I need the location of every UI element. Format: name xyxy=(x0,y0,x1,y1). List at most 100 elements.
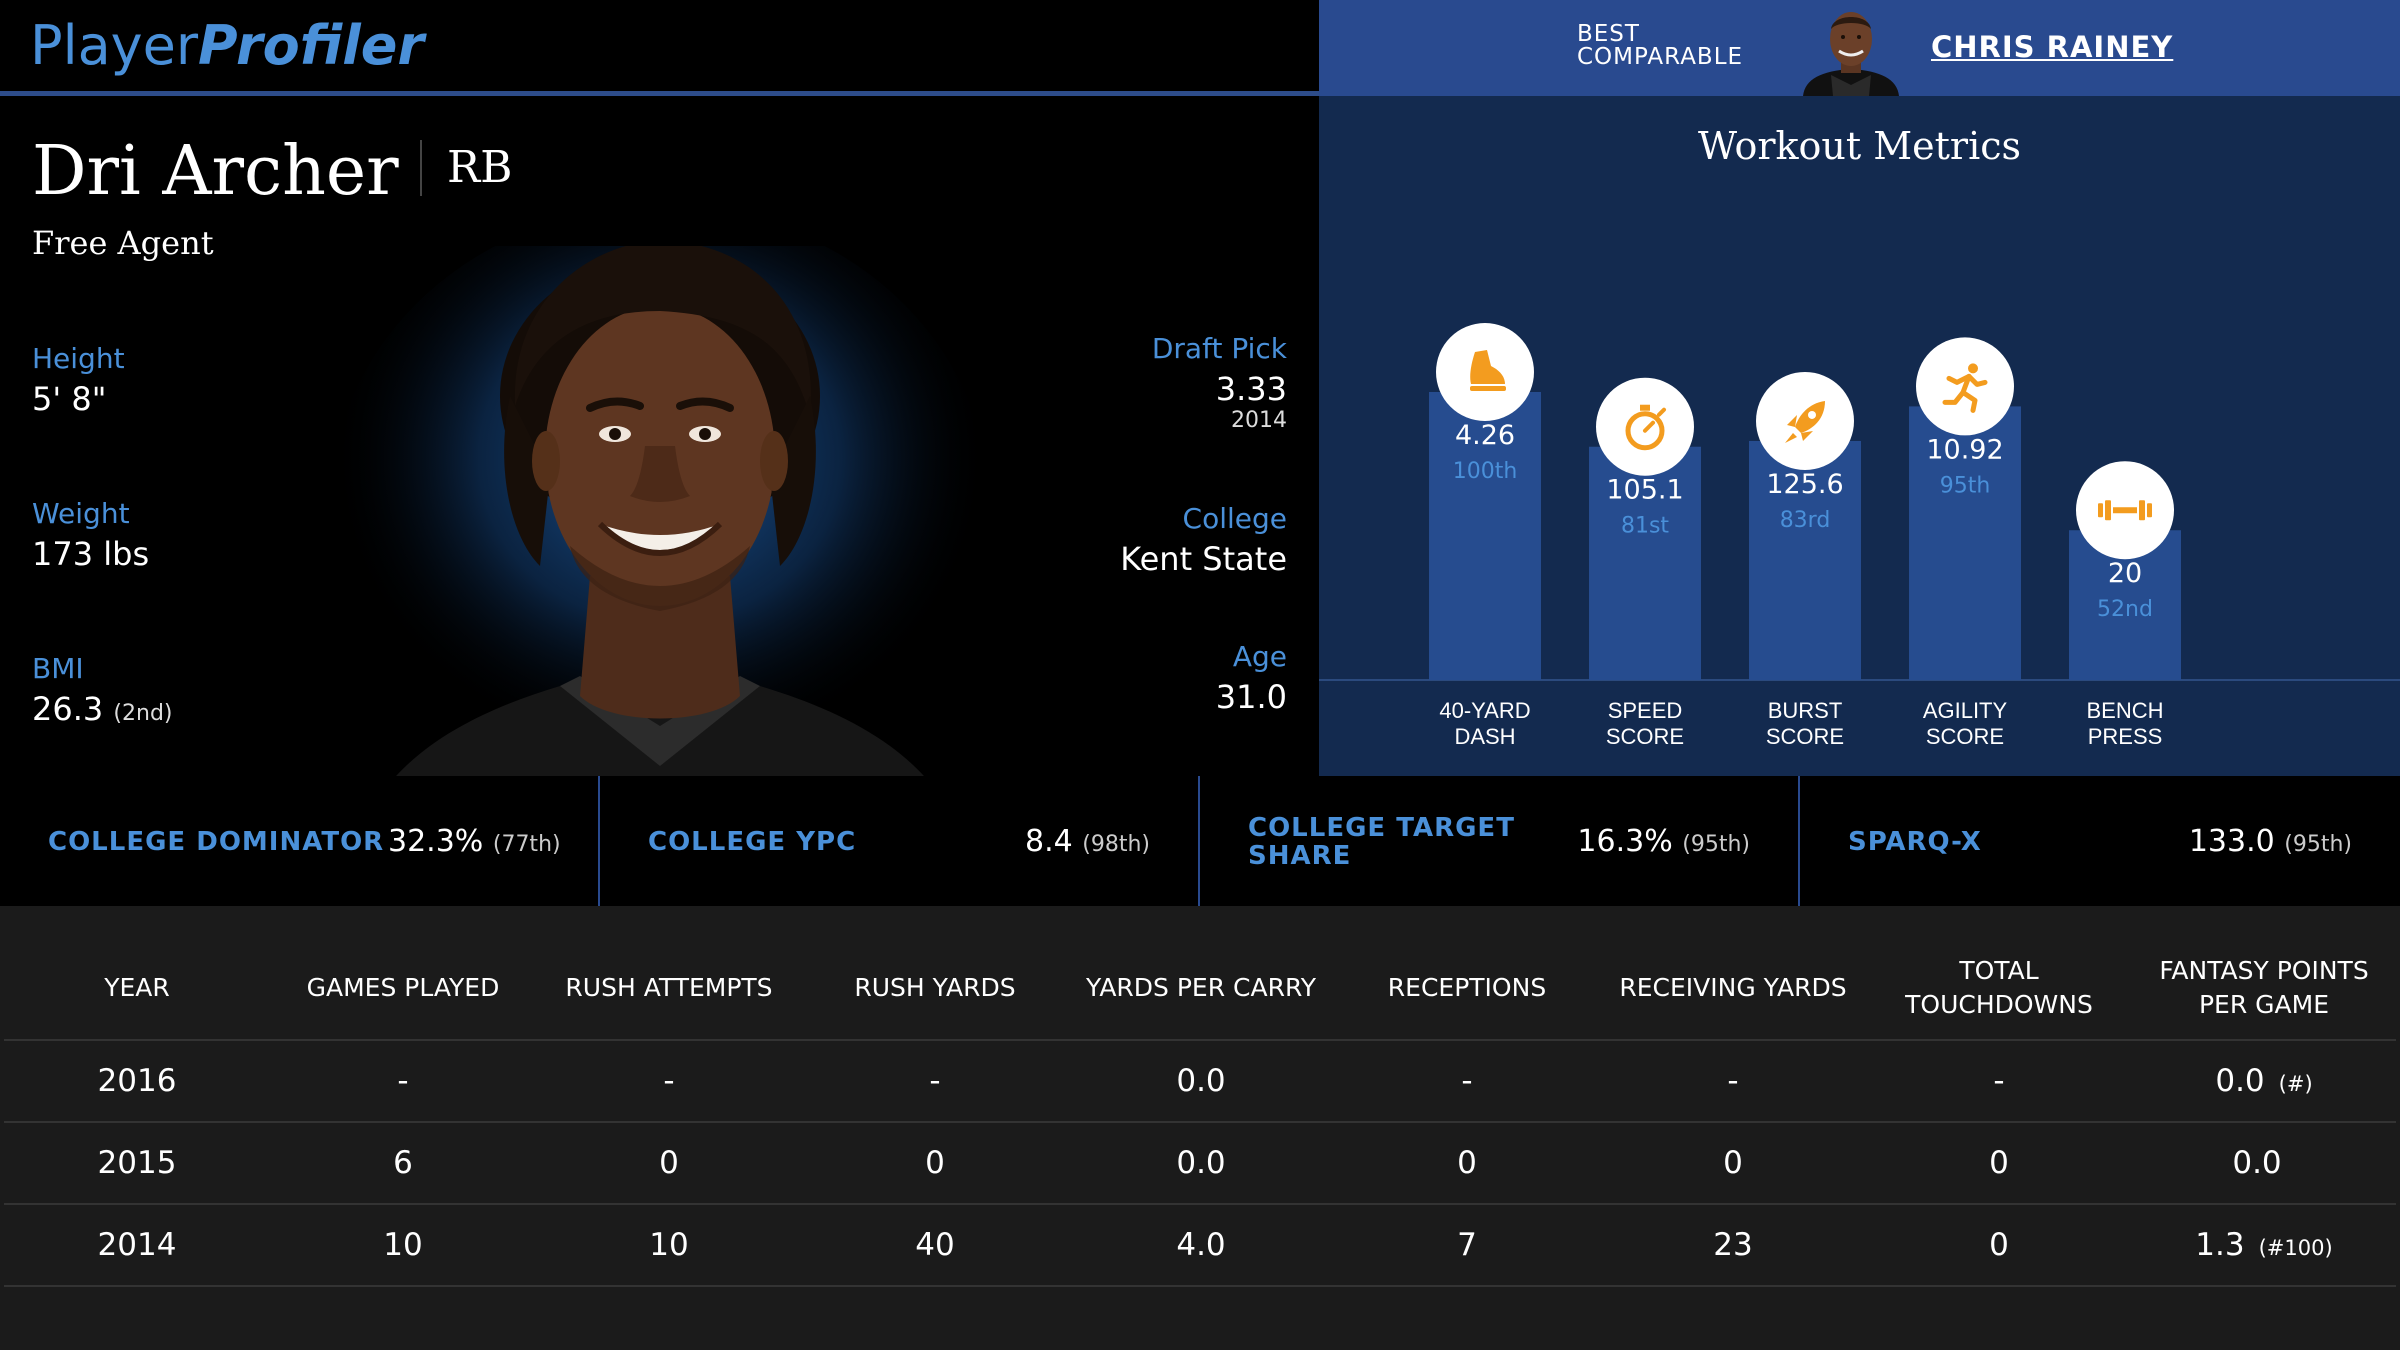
comparable-player-avatar[interactable] xyxy=(1791,5,1911,96)
table-header-row: YEAR GAMES PLAYED RUSH ATTEMPTS RUSH YAR… xyxy=(4,936,2396,1041)
rocket-icon xyxy=(1785,400,1825,443)
age-value: 31.0 xyxy=(1215,678,1287,716)
cell-rush-yards: 0 xyxy=(802,1122,1068,1205)
season-stats-table: YEAR GAMES PLAYED RUSH ATTEMPTS RUSH YAR… xyxy=(4,936,2396,1287)
workout-metrics-title: Workout Metrics xyxy=(1697,124,2022,168)
cell-games-played: - xyxy=(270,1040,536,1123)
college-label: College xyxy=(1182,502,1287,535)
college-ypc-cell: COLLEGE YPC 8.4 (98th) xyxy=(600,776,1200,906)
college-target-share-value: 16.3% (95th) xyxy=(1577,824,1750,859)
college-value[interactable]: Kent State xyxy=(1120,540,1287,578)
workout-bar[interactable] xyxy=(1749,440,1861,680)
cell-receiving-yards: 0 xyxy=(1600,1122,1866,1205)
age-label: Age xyxy=(1232,640,1287,673)
cell-receptions: 0 xyxy=(1334,1122,1600,1205)
cell-year: 2016 xyxy=(4,1040,270,1123)
runner-icon xyxy=(1942,363,1988,413)
workout-bar[interactable] xyxy=(1909,406,2021,680)
workout-icon-badge xyxy=(1596,377,1694,476)
cell-yards-per-carry: 0.0 xyxy=(1068,1040,1334,1123)
workout-value: 10.92 xyxy=(1926,434,2003,465)
col-header-year[interactable]: YEAR xyxy=(4,936,270,1041)
col-header-total-touchdowns[interactable]: TOTAL TOUCHDOWNS xyxy=(1866,936,2132,1041)
logo-text-profiler: Profiler xyxy=(198,14,424,77)
college-ypc-label[interactable]: COLLEGE YPC xyxy=(648,827,857,857)
draft-pick-label: Draft Pick xyxy=(1151,332,1287,365)
col-header-rush-yards[interactable]: RUSH YARDS xyxy=(802,936,1068,1041)
workout-value: 125.6 xyxy=(1766,469,1843,500)
cell-total-touchdowns: - xyxy=(1866,1040,2132,1123)
cell-receptions: - xyxy=(1334,1040,1600,1123)
col-header-receiving-yards[interactable]: RECEIVING YARDS xyxy=(1600,936,1866,1041)
table-row: 2015 6 0 0 0.0 0 0 0 0.0 xyxy=(4,1122,2396,1205)
player-team: Free Agent xyxy=(32,224,214,262)
table-row: 2016 - - - 0.0 - - - 0.0 (#) xyxy=(4,1040,2396,1123)
cell-yards-per-carry: 4.0 xyxy=(1068,1204,1334,1287)
workout-category-label: AGILITY xyxy=(1923,698,2008,723)
cell-receiving-yards: 23 xyxy=(1600,1204,1866,1287)
college-dominator-label[interactable]: COLLEGE DOMINATOR xyxy=(48,827,385,857)
col-header-games-played[interactable]: GAMES PLAYED xyxy=(270,936,536,1041)
workout-percentile: 100th xyxy=(1453,459,1518,484)
cell-rush-yards: 40 xyxy=(802,1204,1068,1287)
col-header-rush-attempts[interactable]: RUSH ATTEMPTS xyxy=(536,936,802,1041)
workout-category-label: BENCH xyxy=(2086,698,2163,723)
bmi-rank: (2nd) xyxy=(113,701,173,726)
workout-bar[interactable] xyxy=(1589,446,1701,680)
height-value: 5' 8" xyxy=(32,380,107,418)
workout-value: 20 xyxy=(2108,558,2142,589)
player-profile-panel: Dri Archer RB Free Agent Height 5' 8" We… xyxy=(0,96,1319,776)
cell-rush-yards: - xyxy=(802,1040,1068,1123)
workout-category-label: 40-YARD xyxy=(1439,698,1530,723)
workout-value: 4.26 xyxy=(1455,420,1515,451)
draft-year: 2014 xyxy=(1231,408,1287,433)
cell-total-touchdowns: 0 xyxy=(1866,1204,2132,1287)
draft-pick-value: 3.33 xyxy=(1215,370,1287,408)
player-photo xyxy=(330,246,990,776)
cell-rush-attempts: - xyxy=(536,1040,802,1123)
height-label: Height xyxy=(32,342,125,375)
col-header-yards-per-carry[interactable]: YARDS PER CARRY xyxy=(1068,936,1334,1041)
workout-category-label: SCORE xyxy=(1766,724,1844,749)
college-ypc-value: 8.4 (98th) xyxy=(1025,824,1150,859)
table-row: 2014 10 10 40 4.0 7 23 0 1.3 (#100) xyxy=(4,1204,2396,1287)
sparq-x-value: 133.0 (95th) xyxy=(2188,824,2352,859)
cell-total-touchdowns: 0 xyxy=(1866,1122,2132,1205)
site-logo[interactable]: PlayerProfiler xyxy=(30,14,424,77)
college-target-share-label[interactable]: COLLEGE TARGET SHARE xyxy=(1248,813,1515,871)
cell-yards-per-carry: 0.0 xyxy=(1068,1122,1334,1205)
shoe-icon xyxy=(1470,350,1506,391)
weight-label: Weight xyxy=(32,497,130,530)
fantasy-rank: (#100) xyxy=(2258,1236,2333,1260)
best-comparable-label: BEST COMPARABLE xyxy=(1577,21,1744,70)
workout-category-label: BURST xyxy=(1768,698,1843,723)
season-stats-section: YEAR GAMES PLAYED RUSH ATTEMPTS RUSH YAR… xyxy=(0,906,2400,1350)
best-comparable-bar: BEST COMPARABLE CHRIS RAINEY xyxy=(1319,0,2400,96)
dumbbell-icon xyxy=(2098,500,2152,521)
cell-receptions: 7 xyxy=(1334,1204,1600,1287)
col-header-fantasy-points[interactable]: FANTASY POINTS PER GAME xyxy=(2132,936,2396,1041)
logo-text-player: Player xyxy=(30,14,199,77)
workout-percentile: 83rd xyxy=(1780,508,1831,533)
name-divider xyxy=(420,140,422,196)
workout-percentile: 81st xyxy=(1621,514,1669,539)
sparq-x-label[interactable]: SPARQ-X xyxy=(1848,827,1982,857)
site-header: PlayerProfiler xyxy=(0,0,1319,96)
workout-bar[interactable] xyxy=(1429,392,1541,680)
player-position: RB xyxy=(447,142,513,193)
workout-metrics-chart: 4.26100th40-YARDDASH105.181stSPEEDSCORE1… xyxy=(1319,323,2400,749)
workout-category-label: SCORE xyxy=(1926,724,2004,749)
workout-category-label: SCORE xyxy=(1606,724,1684,749)
cell-games-played: 10 xyxy=(270,1204,536,1287)
cell-receiving-yards: - xyxy=(1600,1040,1866,1123)
workout-category-label: PRESS xyxy=(2088,724,2163,749)
col-header-receptions[interactable]: RECEPTIONS xyxy=(1334,936,1600,1041)
weight-value: 173 lbs xyxy=(32,535,150,573)
cell-rush-attempts: 10 xyxy=(536,1204,802,1287)
cell-year: 2015 xyxy=(4,1122,270,1205)
workout-value: 105.1 xyxy=(1606,475,1683,506)
cell-fantasy-points: 1.3 (#100) xyxy=(2132,1204,2396,1287)
player-name: Dri Archer xyxy=(32,132,399,211)
bmi-label: BMI xyxy=(32,652,84,685)
comparable-player-link[interactable]: CHRIS RAINEY xyxy=(1931,30,2174,64)
